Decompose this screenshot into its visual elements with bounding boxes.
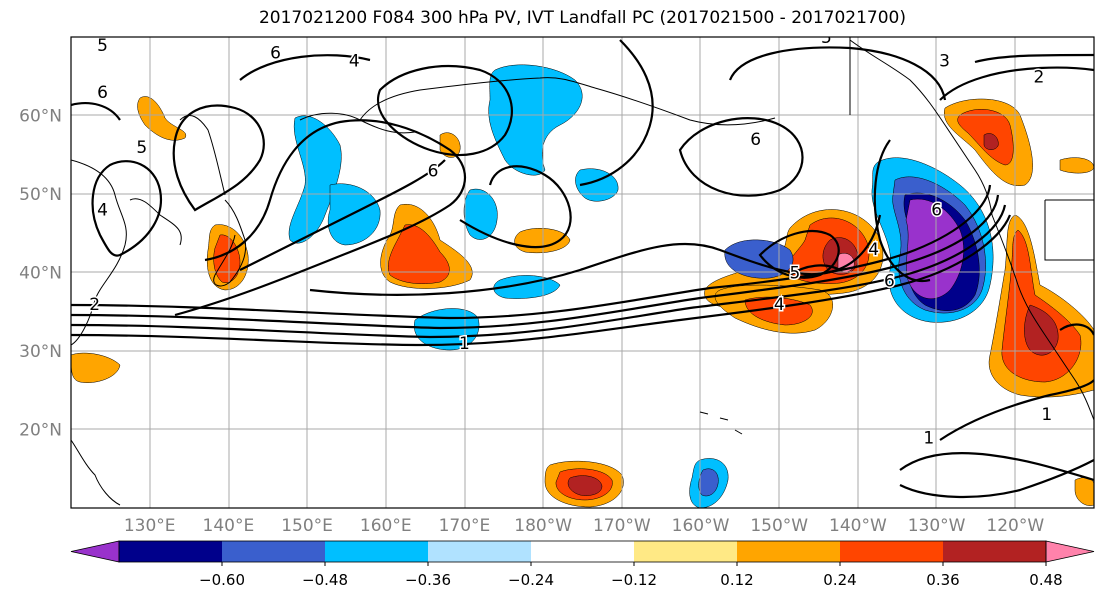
colorbar-segment xyxy=(634,541,738,562)
map-frame xyxy=(70,36,1095,509)
colorbar-segment xyxy=(840,541,944,562)
longitude-axis: 130°E 140°E 150°E 160°E 170°E 180°W 170°W 160°W… xyxy=(124,516,1045,536)
lon-tick-label: 140°W xyxy=(829,516,887,536)
pv-contours xyxy=(71,39,1094,499)
contour-label: 1 xyxy=(923,428,934,448)
colorbar-tick-label: 0.36 xyxy=(926,571,959,589)
colorbar-tick-label: 0.24 xyxy=(823,571,856,589)
colorbar-extend-high xyxy=(1045,540,1095,563)
colorbar-segment xyxy=(119,541,223,562)
lat-tick-label: 20°N xyxy=(19,421,62,441)
map-title: 2017021200 F084 300 hPa PV, IVT Landfall… xyxy=(258,8,906,28)
lon-tick-label: 160°E xyxy=(360,516,412,536)
contour-label: 2 xyxy=(1034,67,1045,87)
colorbar-segment xyxy=(943,541,1047,562)
colorbar-tick-label: 0.48 xyxy=(1029,571,1062,589)
colorbar-tick-label: −0.12 xyxy=(611,571,657,589)
colorbar-segment xyxy=(428,541,532,562)
colorbar-segment xyxy=(737,541,841,562)
lat-tick-label: 30°N xyxy=(19,342,62,362)
colorbar-outline xyxy=(118,540,1047,563)
lon-tick-label: 130°W xyxy=(908,516,966,536)
colorbar: −0.60 −0.48 −0.36 −0.24 −0.12 0.12 0.24 0.36 0.4… xyxy=(70,540,1095,589)
lat-tick-label: 40°N xyxy=(19,264,62,284)
lon-tick-label: 120°W xyxy=(986,516,1044,536)
contour-label: 4 xyxy=(97,201,108,221)
lat-tick-label: 60°N xyxy=(19,107,62,127)
lon-tick-label: 170°W xyxy=(593,516,651,536)
lon-tick-label: 170°E xyxy=(439,516,491,536)
contour-label: 6 xyxy=(884,271,895,291)
contour-label: 6 xyxy=(931,201,942,221)
lon-tick-label: 150°W xyxy=(750,516,808,536)
contour-label: 1 xyxy=(459,334,470,354)
latitude-axis: 20°N 30°N 40°N 50°N 60°N xyxy=(19,107,62,441)
lat-tick-label: 50°N xyxy=(19,185,62,205)
contour-label: 4 xyxy=(868,240,879,260)
contour-label: 6 xyxy=(97,83,108,103)
colorbar-segment xyxy=(531,541,635,562)
contour-label: 5 xyxy=(136,138,147,158)
contour-label: 6 xyxy=(428,161,439,181)
colorbar-extend-low xyxy=(70,540,120,563)
lon-tick-label: 130°E xyxy=(124,516,176,536)
colorbar-tick-label: −0.48 xyxy=(302,571,348,589)
colorbar-tick-label: −0.60 xyxy=(199,571,245,589)
lon-tick-label: 150°E xyxy=(281,516,333,536)
contour-label: 2 xyxy=(89,295,100,315)
colorbar-segment xyxy=(222,541,326,562)
graticule xyxy=(71,37,1094,508)
contour-label: 6 xyxy=(750,130,761,150)
contour-label: 5 xyxy=(790,264,801,284)
contour-label: 3 xyxy=(939,52,950,72)
lon-tick-label: 160°W xyxy=(672,516,730,536)
lon-tick-label: 140°E xyxy=(203,516,255,536)
colorbar-tick-label: 0.12 xyxy=(720,571,753,589)
contour-label: 5 xyxy=(97,36,108,56)
colorbar-tick-label: −0.24 xyxy=(508,571,554,589)
colorbar-tick-label: −0.36 xyxy=(405,571,451,589)
contour-label: 1 xyxy=(1041,405,1052,425)
contour-label: 4 xyxy=(349,52,360,72)
contour-label: 4 xyxy=(774,295,785,315)
lon-tick-label: 180°W xyxy=(514,516,572,536)
colorbar-segment xyxy=(325,541,429,562)
contour-label: 6 xyxy=(270,44,281,64)
contour-label: 5 xyxy=(821,28,832,48)
